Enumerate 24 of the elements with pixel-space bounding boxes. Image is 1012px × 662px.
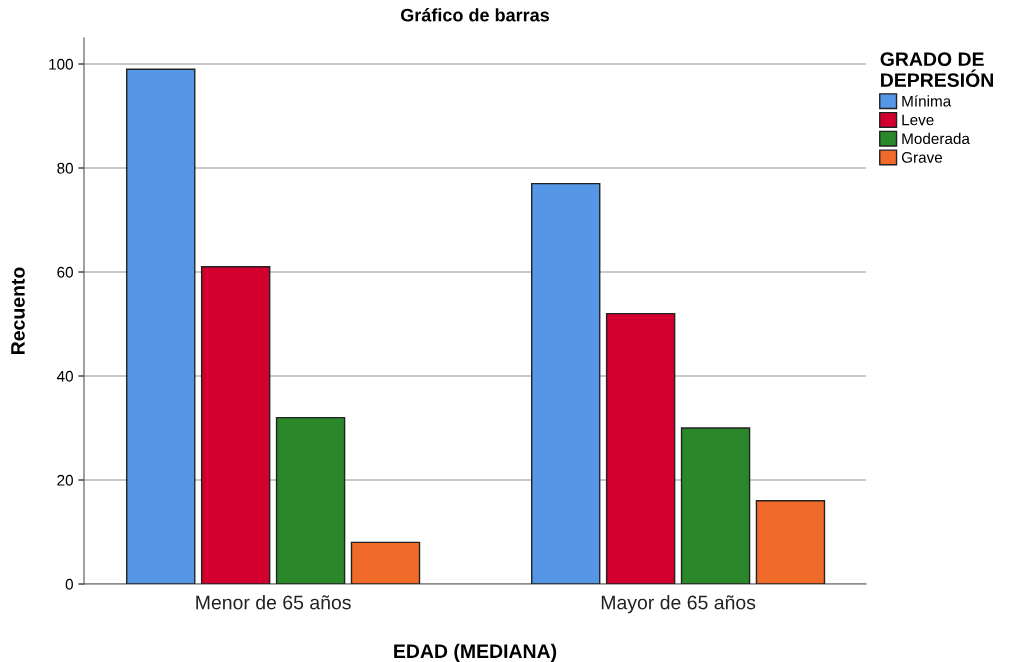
legend-label: Leve bbox=[902, 114, 934, 126]
y-tick-label: 40 bbox=[56, 370, 73, 382]
legend-label: Mínima bbox=[902, 95, 952, 107]
bar bbox=[755, 500, 826, 584]
y-tick-label: 0 bbox=[65, 578, 73, 590]
y-tick-label: 80 bbox=[57, 162, 73, 174]
bar bbox=[531, 182, 601, 584]
legend-title: GRADO DE DEPRESIÓN bbox=[880, 52, 993, 87]
bar bbox=[126, 68, 196, 584]
x-axis-title: EDAD (MEDIANA) bbox=[394, 643, 557, 662]
x-tick-label: Mayor de 65 años bbox=[601, 595, 756, 614]
y-tick-label: 60 bbox=[57, 266, 73, 278]
bar bbox=[275, 416, 346, 584]
legend-label: Moderada bbox=[902, 132, 970, 145]
y-axis-title: Recuento bbox=[11, 267, 25, 354]
bar bbox=[350, 541, 421, 584]
bar bbox=[605, 312, 676, 584]
chart-title: Gráfico de barras bbox=[400, 8, 550, 22]
x-tick-label: Menor de 65 años bbox=[196, 595, 351, 610]
y-tick-label: 20 bbox=[57, 474, 73, 486]
bar bbox=[680, 427, 751, 584]
y-tick-label: 100 bbox=[49, 58, 73, 70]
bar bbox=[200, 266, 271, 584]
legend-label: Grave bbox=[901, 152, 943, 163]
